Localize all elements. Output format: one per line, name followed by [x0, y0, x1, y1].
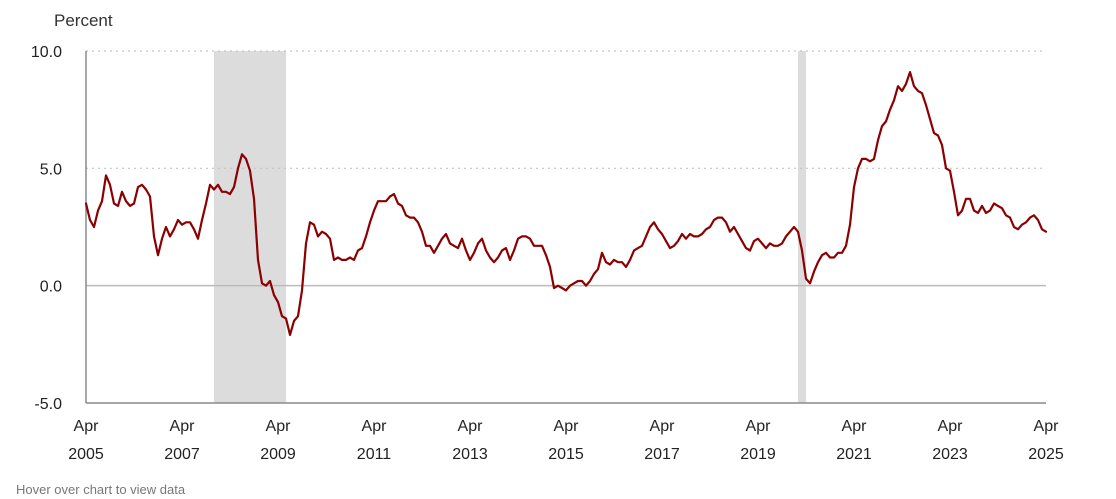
x-tick-label-month: Apr — [170, 418, 196, 435]
axes-group — [85, 51, 1046, 404]
x-tick-label-year: 2013 — [452, 446, 488, 463]
x-tick-label-year: 2015 — [548, 446, 584, 463]
y-tick-label: 5.0 — [40, 161, 62, 178]
y-axis-unit-label: Percent — [54, 11, 113, 30]
y-tick-labels-group: 10.0 5.0 0.0 -5.0 — [31, 44, 62, 413]
x-tick-label-year: 2005 — [68, 446, 104, 463]
y-tick-label: 10.0 — [31, 44, 62, 61]
x-tick-label-year: 2007 — [164, 446, 200, 463]
x-tick-label-month: Apr — [938, 418, 964, 435]
y-tick-label: 0.0 — [40, 279, 62, 296]
hover-hint-text: Hover over chart to view data — [16, 482, 186, 497]
series-group[interactable] — [84, 71, 1048, 336]
x-tick-label-month: Apr — [362, 418, 388, 435]
series-line-1[interactable] — [84, 71, 1048, 336]
x-tick-label-month: Apr — [554, 418, 580, 435]
x-tick-label-month: Apr — [842, 418, 868, 435]
x-tick-label-year: 2025 — [1028, 446, 1064, 463]
x-tick-label-month: Apr — [266, 418, 292, 435]
shaded-period-1 — [214, 51, 286, 403]
x-tick-label-year: 2017 — [644, 446, 680, 463]
y-tick-label: -5.0 — [34, 396, 62, 413]
shaded-period-2 — [798, 51, 806, 403]
x-tick-label-month: Apr — [74, 418, 100, 435]
x-tick-label-year: 2009 — [260, 446, 296, 463]
x-tick-label-year: 2019 — [740, 446, 776, 463]
x-tick-label-year: 2021 — [836, 446, 872, 463]
x-tick-label-year: 2011 — [357, 446, 392, 463]
x-tick-label-month: Apr — [458, 418, 484, 435]
x-tick-label-month: Apr — [650, 418, 676, 435]
x-tick-labels-group: Apr 2005 Apr 2007 Apr 2009 Apr 2011 Apr 2013 Apr 20… — [68, 418, 1064, 463]
x-tick-label-month: Apr — [1034, 418, 1060, 435]
gridlines-group — [86, 50, 1046, 287]
x-tick-label-year: 2023 — [932, 446, 968, 463]
recession-shading-group — [214, 51, 806, 403]
x-tick-label-month: Apr — [746, 418, 772, 435]
